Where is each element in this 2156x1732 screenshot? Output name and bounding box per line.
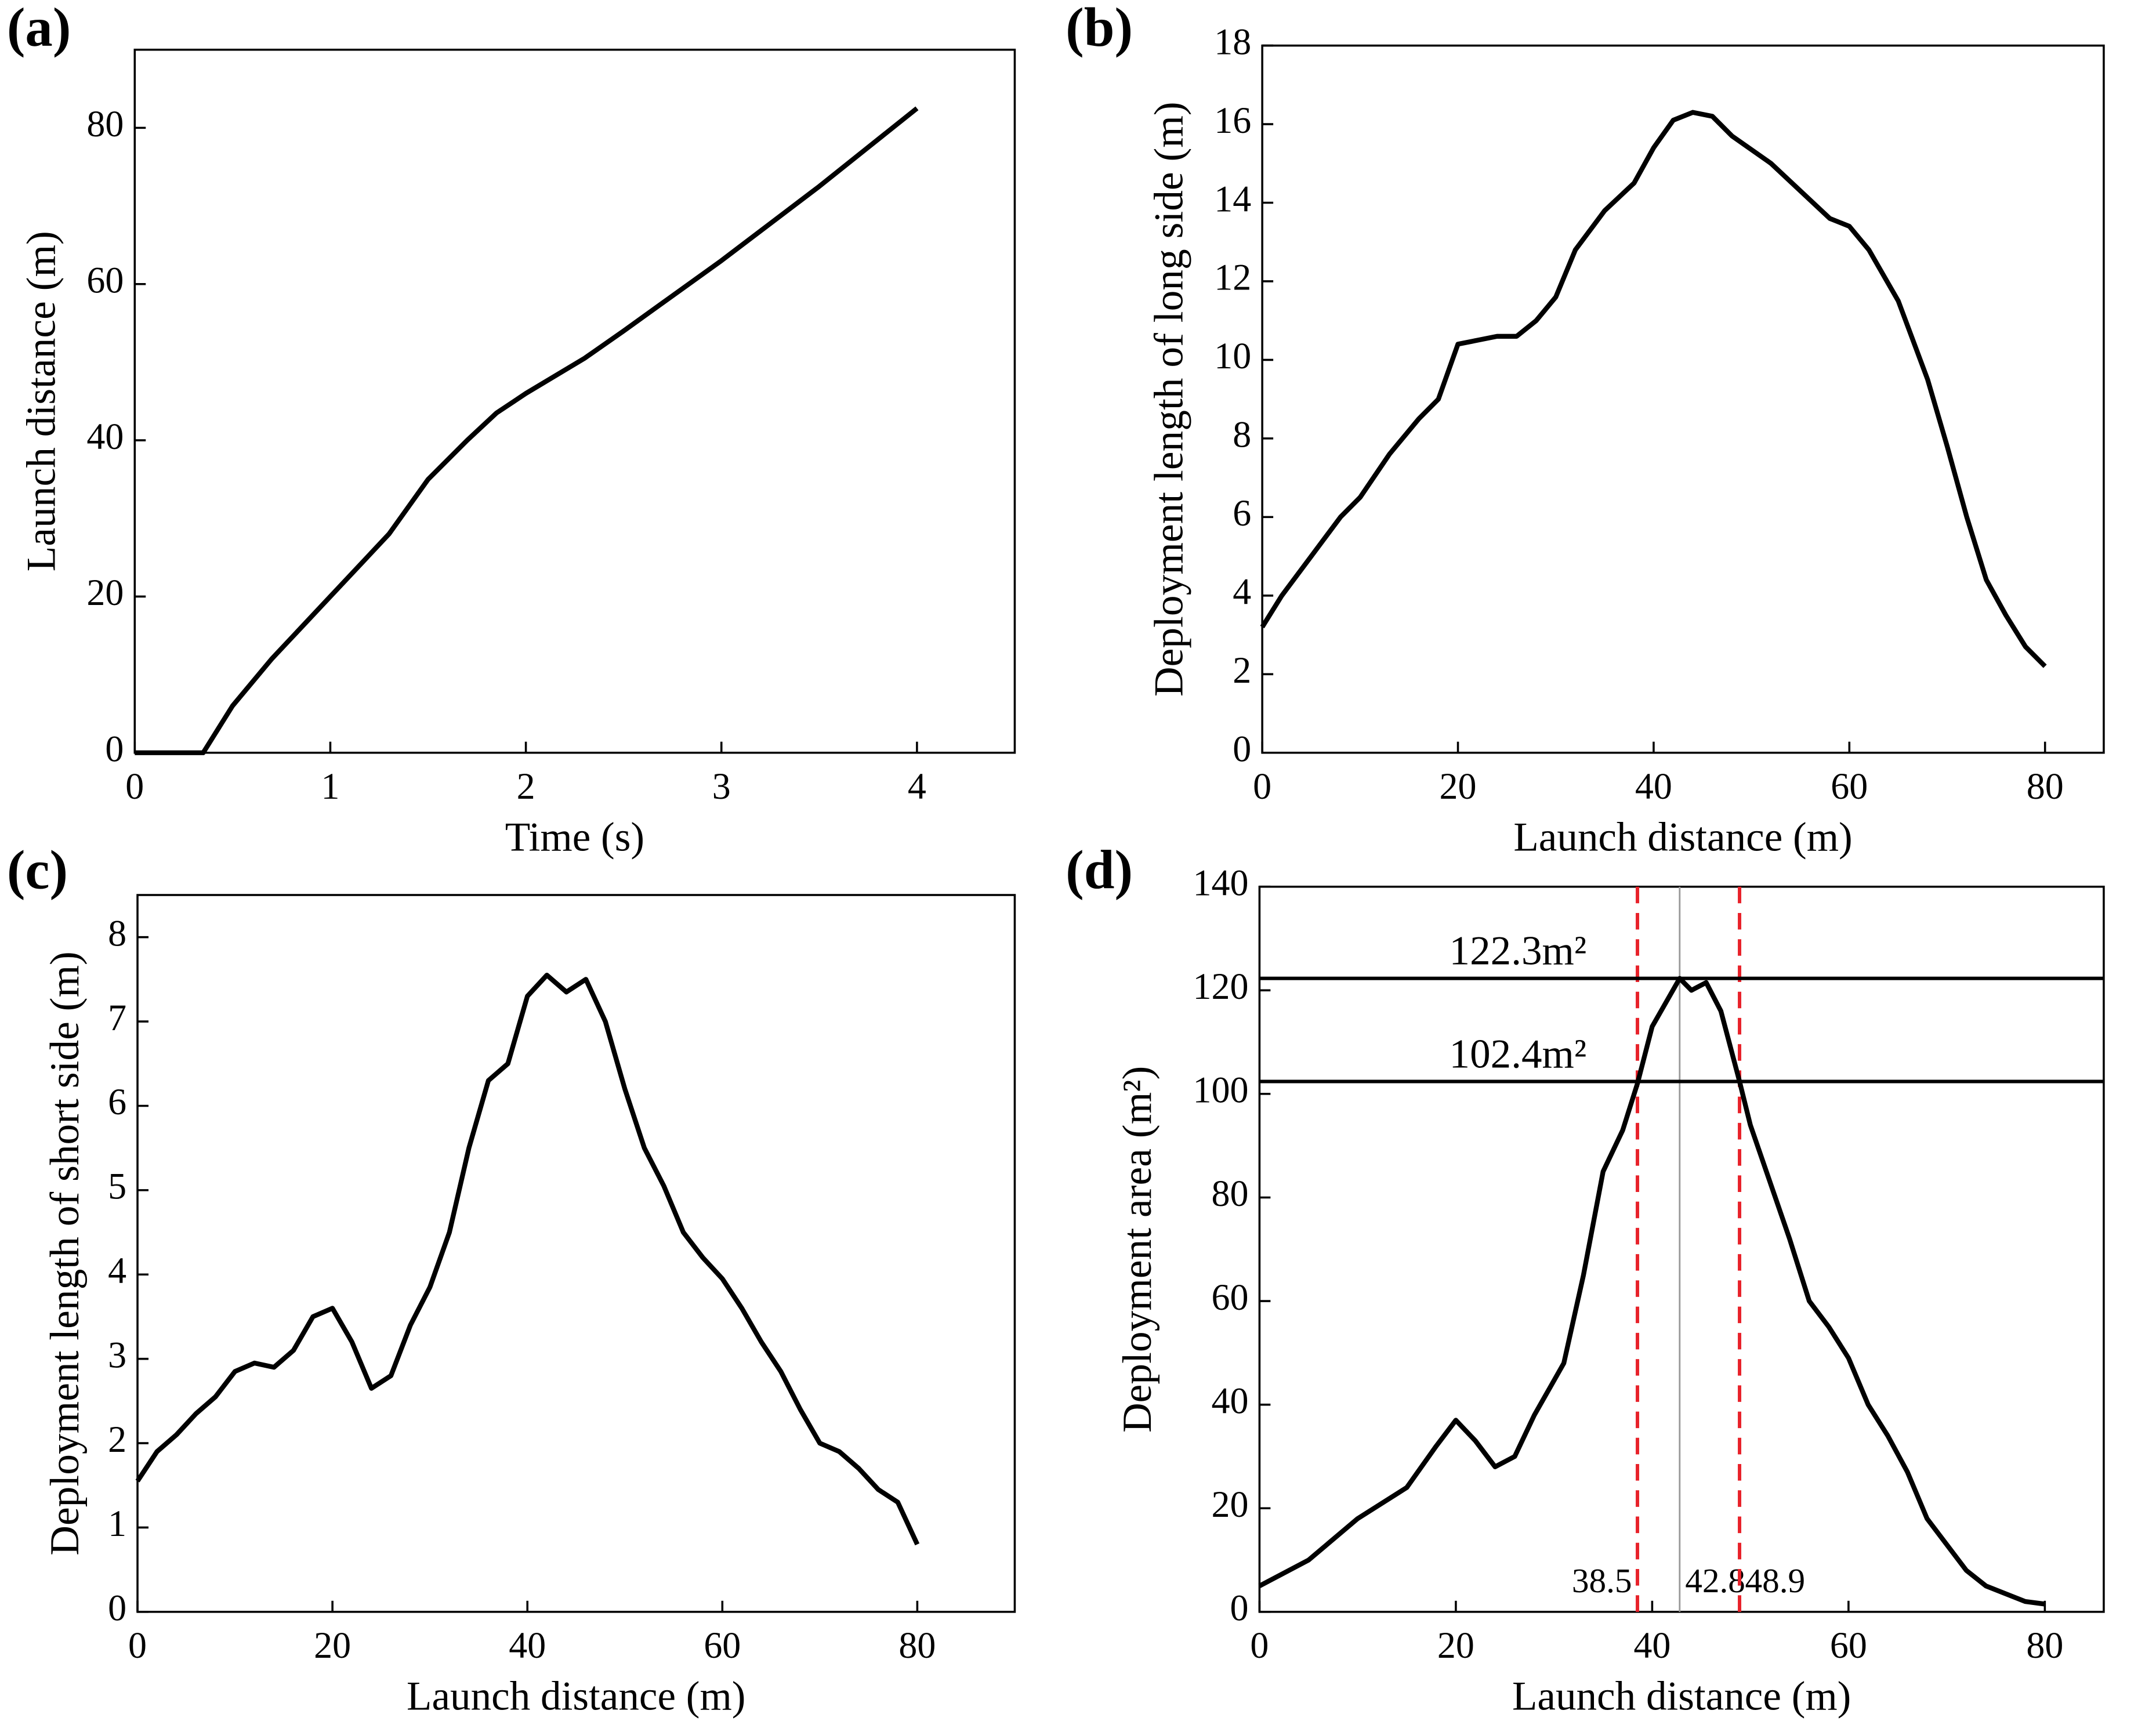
reference-vline-label: 48.9 — [1745, 1561, 1806, 1600]
x-tick-label: 80 — [2026, 1625, 2063, 1666]
plot-frame — [136, 894, 1016, 1613]
y-tick-label: 3 — [108, 1334, 126, 1375]
x-tick-label: 80 — [2027, 766, 2064, 807]
x-tick-label: 3 — [712, 766, 731, 807]
y-tick-label: 120 — [1193, 966, 1248, 1007]
y-tick-label: 140 — [1193, 862, 1248, 903]
x-tick-label: 40 — [1635, 766, 1672, 807]
y-axis-label: Deployment length of long side (m) — [1146, 102, 1192, 697]
reference-vline-label: 38.5 — [1572, 1561, 1632, 1600]
plot-frame — [1258, 885, 2105, 1613]
x-tick-label: 20 — [314, 1625, 351, 1666]
x-tick-label: 0 — [128, 1625, 147, 1666]
y-tick-label: 10 — [1214, 335, 1251, 376]
x-tick-label: 20 — [1440, 766, 1477, 807]
y-tick-label: 40 — [1211, 1380, 1248, 1421]
y-tick-label: 18 — [1214, 21, 1251, 62]
x-tick-label: 40 — [509, 1625, 546, 1666]
panel-label: (c) — [7, 839, 68, 900]
x-tick-label: 60 — [704, 1625, 741, 1666]
y-axis-label: Deployment length of short side (m) — [42, 951, 88, 1555]
x-tick-label: 20 — [1437, 1625, 1474, 1666]
y-tick-label: 4 — [1233, 571, 1251, 612]
x-tick-label: 60 — [1831, 766, 1868, 807]
x-axis-label: Time (s) — [505, 814, 644, 860]
y-tick-label: 14 — [1214, 178, 1251, 219]
panel-label: (b) — [1066, 0, 1133, 58]
data-line — [1258, 976, 2045, 1607]
x-tick-label: 0 — [1253, 766, 1271, 807]
x-tick-label: 1 — [321, 766, 339, 807]
reference-vline-label: 42.8 — [1685, 1561, 1745, 1600]
y-tick-label: 80 — [86, 103, 124, 144]
plot-frame — [133, 48, 1016, 754]
y-tick-label: 6 — [1233, 492, 1251, 534]
y-tick-label: 2 — [1233, 650, 1251, 691]
y-tick-label: 40 — [86, 416, 124, 457]
y-tick-label: 20 — [1211, 1484, 1248, 1525]
y-tick-label: 2 — [108, 1419, 126, 1460]
reference-hline-label: 102.4m² — [1450, 1031, 1587, 1077]
y-tick-label: 8 — [108, 912, 126, 954]
y-tick-label: 7 — [108, 997, 126, 1038]
data-line — [135, 972, 920, 1546]
y-tick-label: 6 — [108, 1081, 126, 1122]
panel-label: (a) — [7, 0, 71, 58]
data-line — [135, 106, 919, 755]
y-tick-label: 0 — [105, 728, 124, 769]
x-tick-label: 0 — [1250, 1625, 1269, 1666]
x-tick-label: 2 — [517, 766, 535, 807]
y-tick-label: 5 — [108, 1166, 126, 1207]
y-tick-label: 60 — [86, 259, 124, 300]
y-tick-label: 16 — [1214, 100, 1251, 141]
data-line — [1260, 110, 2047, 668]
x-axis-label: Launch distance (m) — [1512, 1673, 1851, 1719]
x-axis-label: Launch distance (m) — [1513, 814, 1852, 860]
panel-label: (d) — [1066, 839, 1133, 900]
y-tick-label: 60 — [1211, 1277, 1248, 1318]
y-axis-label: Deployment area (m²) — [1114, 1066, 1160, 1433]
plot-frame — [1261, 44, 2105, 754]
y-tick-label: 1 — [108, 1503, 126, 1544]
y-tick-label: 20 — [86, 572, 124, 613]
y-tick-label: 0 — [108, 1587, 126, 1628]
x-tick-label: 40 — [1633, 1625, 1671, 1666]
x-tick-label: 60 — [1830, 1625, 1867, 1666]
y-tick-label: 80 — [1211, 1173, 1248, 1214]
x-tick-label: 0 — [125, 766, 144, 807]
y-tick-label: 0 — [1230, 1587, 1248, 1628]
y-tick-label: 4 — [108, 1250, 126, 1291]
x-tick-label: 80 — [898, 1625, 936, 1666]
y-tick-label: 0 — [1233, 728, 1251, 769]
y-tick-label: 8 — [1233, 414, 1251, 455]
reference-hline-label: 122.3m² — [1450, 928, 1587, 974]
y-axis-label: Launch distance (m) — [19, 231, 64, 571]
y-tick-label: 12 — [1214, 257, 1251, 298]
x-tick-label: 4 — [908, 766, 926, 807]
y-tick-label: 100 — [1193, 1070, 1248, 1111]
x-axis-label: Launch distance (m) — [407, 1673, 745, 1719]
